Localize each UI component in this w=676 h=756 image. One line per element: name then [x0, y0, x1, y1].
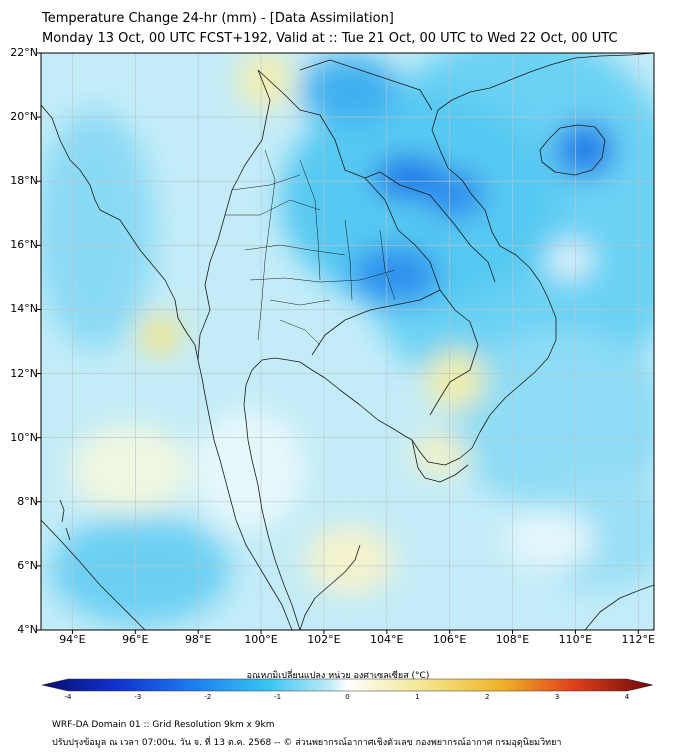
lon-label: 112°E [621, 633, 655, 646]
lon-label: 98°E [184, 633, 212, 646]
lat-label: 8°N [17, 494, 38, 508]
neutral-region-coast [548, 242, 592, 278]
lat-label: 10°N [10, 430, 38, 444]
lat-label: 4°N [17, 623, 38, 636]
colorbar-tick-label: -2 [204, 693, 212, 701]
andaman-islands [59, 499, 71, 541]
lat-label: 6°N [17, 558, 38, 572]
cool-core-isan [350, 245, 440, 305]
colorbar-tick-label: 4 [624, 693, 630, 701]
neutral-region-east [505, 510, 595, 570]
cool-core-hainan [555, 122, 615, 178]
colorbar-tick-label: 1 [415, 693, 420, 701]
colorbar [41, 678, 654, 692]
lat-label: 12°N [10, 366, 38, 380]
colorbar-tick-label: 3 [554, 693, 560, 701]
cool-core-tonkin [425, 170, 485, 220]
lat-label: 20°N [10, 110, 38, 124]
province-lines-thailand [225, 149, 396, 346]
lon-label: 110°E [558, 633, 593, 646]
hainan-island [539, 124, 606, 176]
borneo-coast [584, 584, 654, 630]
colorbar-tick-label: 2 [485, 693, 490, 701]
lat-label: 16°N [10, 238, 38, 252]
anomaly-field [41, 53, 654, 625]
border-china [299, 59, 433, 111]
temperature-change-map [37, 52, 655, 634]
cool-region-south-andaman [50, 515, 230, 625]
coastline-myanmar-west [41, 104, 206, 396]
coastline-mekong-delta [411, 439, 469, 483]
colorbar-gradient [41, 678, 654, 692]
lat-label: 14°N [10, 302, 38, 316]
border-myanmar-thailand [197, 69, 271, 361]
lon-label: 106°E [432, 633, 467, 646]
warm-region-west [70, 425, 190, 515]
coastline-peninsula-west [204, 394, 293, 630]
coastlines-and-borders [41, 53, 654, 630]
colorbar-tick-label: -1 [274, 693, 282, 701]
colorbar-caption: อุณหภูมิเปลี่ยนแปลง หน่วย องศาเซลเซียส (… [246, 671, 430, 681]
lat-label: 22°N [10, 46, 38, 59]
coastline-malaysia-east [299, 544, 361, 630]
lon-label: 104°E [370, 633, 404, 646]
cool-region-sea [450, 330, 654, 510]
warm-region-myanmar-north [237, 53, 293, 110]
border-laos-vietnam [364, 171, 496, 283]
lon-label: 100°E [244, 633, 278, 646]
axis-ticks [37, 52, 639, 634]
border-thailand-laos [257, 69, 441, 291]
neutral-region-center [195, 410, 305, 530]
lon-label: 102°E [307, 633, 341, 646]
cool-core-north [300, 55, 400, 125]
update-credit: ปรับปรุงข้อมูล ณ เวลา 07:00น. วัน จ. ที่… [52, 738, 562, 748]
map-title: Temperature Change 24-hr (mm) - [Data As… [42, 11, 394, 26]
colorbar-tick-label: -4 [64, 693, 72, 701]
warm-region-mekong [410, 435, 470, 475]
lat-label: 18°N [10, 174, 38, 188]
map-frame [40, 52, 655, 631]
warm-region-andaman [138, 315, 182, 355]
colorbar-tick-label: 0 [345, 693, 350, 701]
lon-label: 108°E [495, 633, 530, 646]
coastline-cambodia-vietnam [411, 53, 654, 466]
warm-region-gulf [305, 525, 395, 595]
coastline-gulf-thailand [243, 357, 413, 441]
model-info: WRF-DA Domain 01 :: Grid Resolution 9km … [52, 720, 275, 730]
sumatra-coast [41, 519, 146, 630]
colorbar-tick-label: -3 [134, 693, 142, 701]
lon-label: 94°E [59, 633, 86, 646]
cool-region-bay-bengal [41, 110, 155, 350]
lon-label: 96°E [122, 633, 149, 646]
warm-region-cambodia [425, 350, 485, 410]
border-thailand-cambodia [311, 289, 441, 356]
cool-region-northeast [280, 90, 560, 310]
map-subtitle: Monday 13 Oct, 00 UTC FCST+192, Valid at… [42, 31, 618, 46]
border-cambodia-vietnam [429, 289, 479, 416]
lat-lon-gridlines [41, 53, 654, 630]
coastline-peninsula-east [243, 404, 301, 630]
